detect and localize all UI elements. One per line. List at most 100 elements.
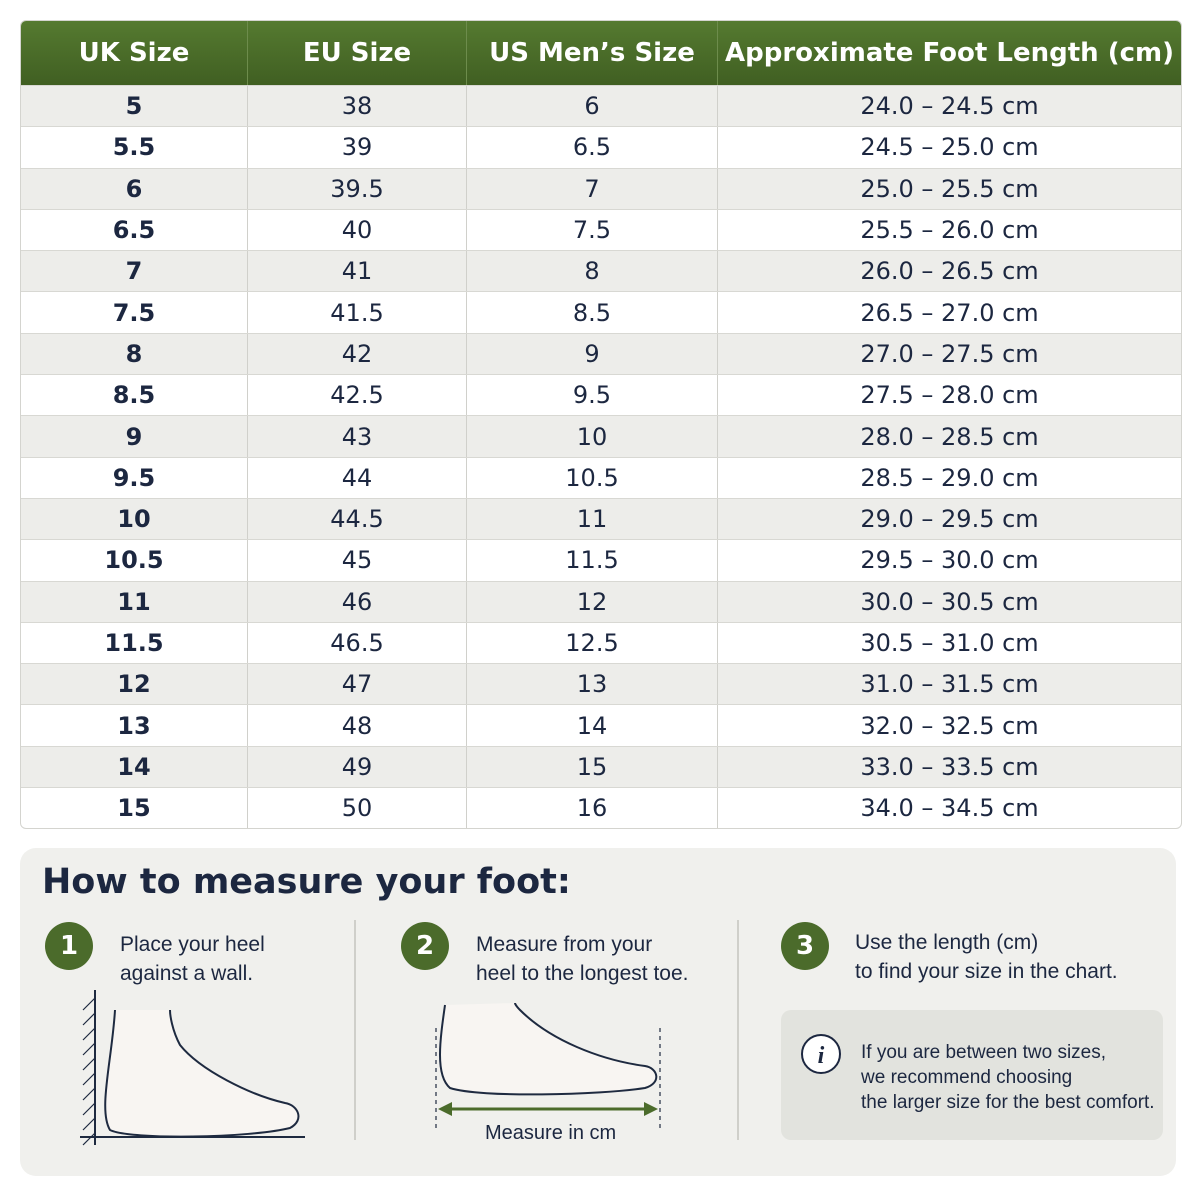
step-text: Measure from your heel to the longest toe…	[476, 930, 689, 988]
table-cell: 42	[247, 333, 466, 375]
table-cell: 48	[247, 705, 466, 746]
table-cell: 8.5	[466, 292, 717, 333]
table-cell: 15	[117, 794, 151, 823]
table-cell: 9	[466, 333, 717, 375]
table-row: 10.5 45 11.5 29.5 – 30.0 cm	[21, 539, 1181, 581]
table-cell: 7.5	[112, 298, 156, 327]
info-icon: i	[801, 1034, 841, 1074]
note: If you are between two sizes, we recommen…	[861, 1040, 1155, 1115]
table-cell: 32.0 – 32.5 cm	[717, 705, 1181, 746]
table-cell: 42.5	[247, 375, 466, 416]
table-cell: 9	[125, 422, 143, 451]
table-cell: 25.0 – 25.5 cm	[717, 168, 1181, 209]
table-cell: 7	[466, 168, 717, 209]
table-cell: 49	[247, 746, 466, 788]
table-cell: 28.5 – 29.0 cm	[717, 457, 1181, 498]
table-row: 13 48 14 32.0 – 32.5 cm	[21, 704, 1181, 746]
table-cell: 6	[125, 174, 143, 203]
table-cell: 11	[117, 587, 151, 616]
table-cell: 30.5 – 31.0 cm	[717, 622, 1181, 664]
table-cell: 12.5	[466, 622, 717, 664]
table-row: 9 43 10 28.0 – 28.5 cm	[21, 415, 1181, 457]
header-cell: UK Size	[78, 38, 190, 68]
table-cell: 10.5	[466, 457, 717, 498]
table-cell: 34.0 – 34.5 cm	[717, 788, 1181, 829]
table-row: 10 44.5 11 29.0 – 29.5 cm	[21, 497, 1181, 540]
table-cell: 39	[247, 127, 466, 168]
table-cell: 46	[247, 581, 466, 622]
step-number: 1	[45, 922, 93, 970]
header-cell: US Men’s Size	[466, 21, 717, 85]
table-cell: 41.5	[247, 292, 466, 333]
table-cell: 26.5 – 27.0 cm	[717, 292, 1181, 333]
guide-panel: How to measure your foot: i If you are b…	[20, 848, 1176, 1176]
guide-title: How to measure your foot:	[42, 862, 571, 902]
table-row: 5.5 39 6.5 24.5 – 25.0 cm	[21, 126, 1181, 168]
step-line: Use the length (cm)	[855, 931, 1039, 954]
table-cell: 11.5	[104, 629, 164, 657]
table-cell: 10	[117, 505, 151, 534]
note-line: we recommend choosing	[861, 1067, 1073, 1088]
table-row: 11 46 12 30.0 – 30.5 cm	[21, 580, 1181, 622]
table-cell: 11	[466, 498, 717, 540]
table-cell: 8	[125, 339, 143, 368]
info-box: i If you are between two sizes, we recomm…	[781, 1010, 1163, 1140]
table-cell: 12	[466, 581, 717, 622]
header-row: UK Size EU Size US Men’s Size Approximate F…	[21, 21, 1181, 85]
table-cell: 44	[247, 457, 466, 498]
table-cell: 13	[466, 664, 717, 705]
table-cell: 24.5 – 25.0 cm	[717, 127, 1181, 168]
table-cell: 25.5 – 26.0 cm	[717, 209, 1181, 251]
table-cell: 46.5	[247, 622, 466, 664]
table-cell: 9.5	[466, 375, 717, 416]
table-cell: 50	[247, 788, 466, 829]
table-cell: 10.5	[104, 546, 164, 575]
table-cell: 24.0 – 24.5 cm	[717, 86, 1181, 127]
table-row: 8 42 9 27.0 – 27.5 cm	[21, 332, 1181, 375]
table-cell: 38	[247, 86, 466, 127]
table-row: 12 47 13 31.0 – 31.5 cm	[21, 663, 1181, 705]
table-cell: 14	[117, 752, 151, 781]
table-cell: 5	[125, 92, 143, 121]
table-cell: 41	[247, 251, 466, 292]
table-cell: 15	[466, 746, 717, 788]
header-cell: Approximate Foot Length (cm)	[717, 21, 1181, 85]
table-row: 8.5 42.5 9.5 27.5 – 28.0 cm	[21, 374, 1181, 416]
table-cell: 16	[466, 788, 717, 829]
table-cell: 40	[247, 209, 466, 251]
table-cell: 44.5	[247, 498, 466, 540]
step-line: to find your size in the chart.	[855, 960, 1118, 983]
note-line: If you are between two sizes,	[861, 1042, 1107, 1063]
table-cell: 6.5	[466, 127, 717, 168]
step-number: 2	[401, 922, 449, 970]
table-row: 6 39.5 7 25.0 – 25.5 cm	[21, 167, 1181, 209]
step-line: heel to the longest toe.	[476, 962, 689, 985]
table-row: 7 41 8 26.0 – 26.5 cm	[21, 250, 1181, 292]
table-cell: 6.5	[112, 216, 156, 245]
table-cell: 29.0 – 29.5 cm	[717, 498, 1181, 540]
table-cell: 31.0 – 31.5 cm	[717, 664, 1181, 705]
table-cell: 28.0 – 28.5 cm	[717, 416, 1181, 457]
table-cell: 27.0 – 27.5 cm	[717, 333, 1181, 375]
table-cell: 7	[125, 257, 143, 286]
table-cell: 9.5	[112, 463, 156, 492]
step-line: Measure from your	[476, 933, 653, 956]
step-number: 3	[781, 922, 829, 970]
table-cell: 27.5 – 28.0 cm	[717, 375, 1181, 416]
table-cell: 29.5 – 30.0 cm	[717, 540, 1181, 581]
size-table: UK Size EU Size US Men’s Size Approximate F…	[20, 20, 1182, 830]
table-row: 7.5 41.5 8.5 26.5 – 27.0 cm	[21, 291, 1181, 333]
svg-text:i: i	[818, 1043, 825, 1069]
table-cell: 8.5	[112, 381, 156, 410]
step-text: Place your heel against a wall.	[120, 930, 265, 988]
table-cell: 14	[466, 705, 717, 746]
table-row: 6.5 40 7.5 25.5 – 26.0 cm	[21, 208, 1181, 251]
table-cell: 7.5	[466, 209, 717, 251]
table-cell: 13	[117, 711, 151, 740]
table-cell: 8	[466, 251, 717, 292]
header-cell: EU Size	[247, 21, 466, 85]
table-cell: 47	[247, 664, 466, 705]
table-row: 14 49 15 33.0 – 33.5 cm	[21, 745, 1181, 788]
table-cell: 43	[247, 416, 466, 457]
